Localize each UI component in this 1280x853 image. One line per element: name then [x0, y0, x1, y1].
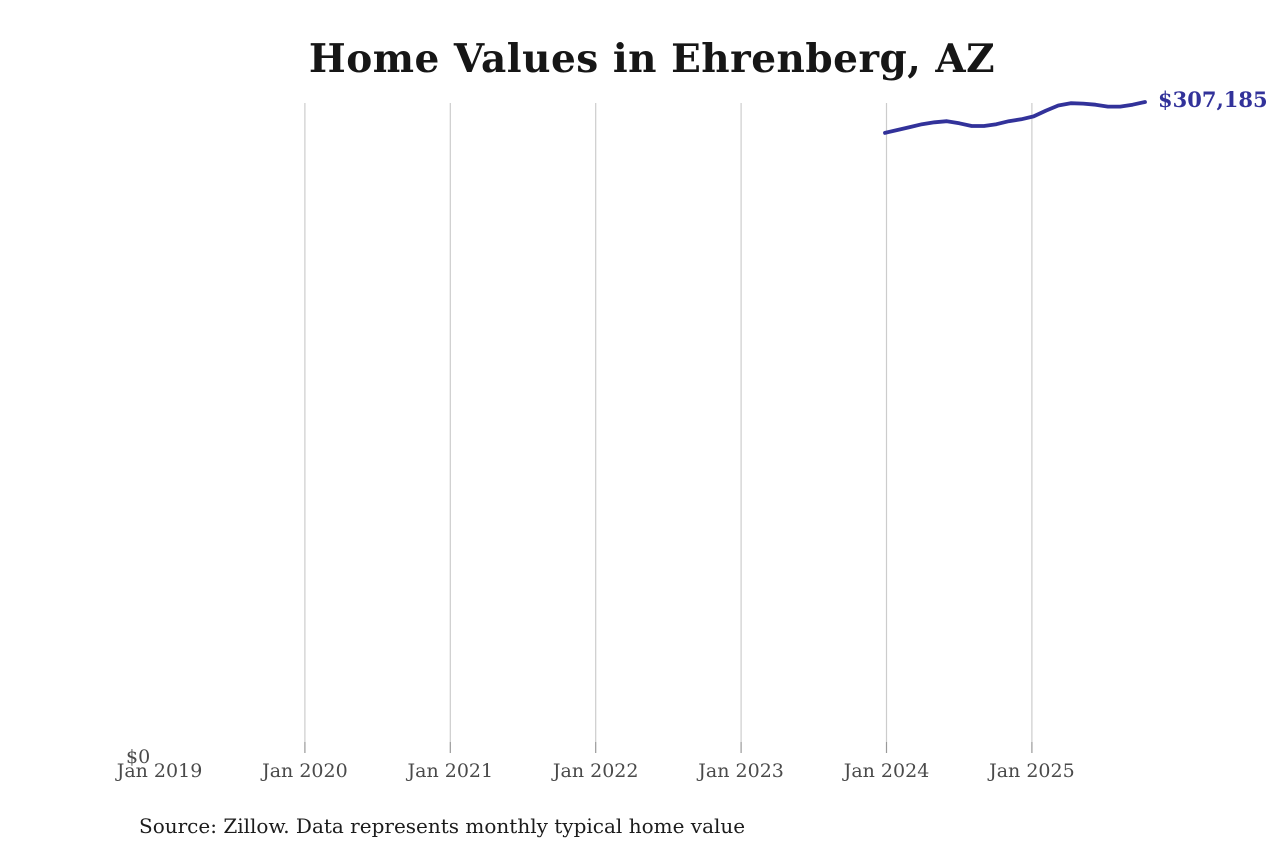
x-tick-label: Jan 2025 — [989, 760, 1075, 782]
source-note: Source: Zillow. Data represents monthly … — [139, 814, 746, 838]
x-tick-label: Jan 2021 — [407, 760, 494, 782]
home-value-line — [883, 100, 1147, 135]
x-tick-label: Jan 2020 — [262, 760, 348, 782]
latest-value-label: $307,185 — [1158, 87, 1268, 112]
chart-title: Home Values in Ehrenberg, AZ — [308, 36, 996, 82]
x-tick-label: Jan 2024 — [843, 760, 930, 782]
x-tick-label: Jan 2019 — [116, 760, 203, 782]
x-tick-label: Jan 2023 — [698, 760, 784, 782]
y-axis-zero-label: $0 — [126, 746, 151, 768]
x-tick-label: Jan 2022 — [552, 760, 639, 782]
